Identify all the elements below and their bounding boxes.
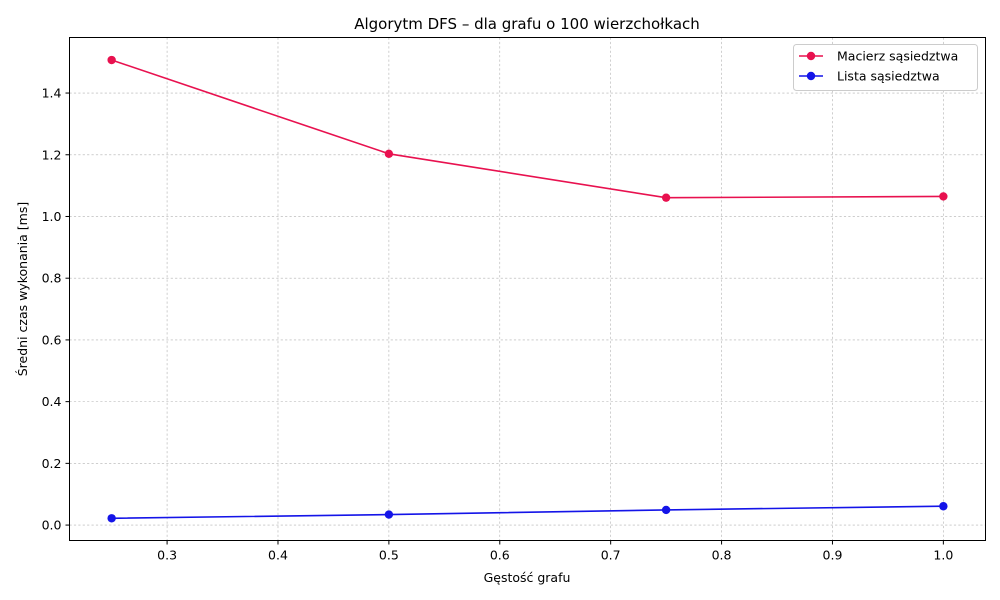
y-tick-label: 0.0 bbox=[42, 518, 62, 533]
x-tick-label: 0.9 bbox=[823, 548, 843, 563]
plot-frame bbox=[69, 37, 986, 541]
data-point bbox=[384, 149, 394, 159]
y-tick-label: 1.2 bbox=[42, 147, 62, 162]
x-tick-label: 0.3 bbox=[157, 548, 177, 563]
series-line bbox=[111, 505, 944, 520]
chart-title: Algorytm DFS – dla grafu o 100 wierzchoł… bbox=[354, 15, 700, 33]
data-point bbox=[661, 193, 671, 202]
x-axis-title: Gęstość grafu bbox=[484, 570, 571, 585]
series-layer bbox=[107, 55, 948, 523]
y-tick-label: 0.2 bbox=[42, 456, 62, 471]
grid bbox=[69, 37, 986, 541]
data-point bbox=[939, 192, 948, 201]
data-point bbox=[107, 514, 116, 523]
data-point bbox=[107, 55, 116, 65]
y-axis-ticks: 0.0 0.2 0.4 0.6 0.8 1.0 1.2 1.4 bbox=[42, 86, 70, 533]
data-point bbox=[939, 502, 948, 511]
x-tick-label: 0.6 bbox=[490, 548, 510, 563]
legend-marker bbox=[806, 71, 816, 81]
data-point bbox=[384, 510, 394, 519]
legend-label: Lista sąsiedztwa bbox=[837, 69, 940, 84]
x-tick-label: 0.5 bbox=[379, 548, 399, 563]
legend: Macierz sąsiedztwa Lista sąsiedztwa bbox=[793, 44, 978, 91]
legend-box bbox=[793, 44, 978, 91]
x-tick-label: 0.8 bbox=[712, 548, 732, 563]
y-tick-label: 1.4 bbox=[42, 86, 62, 101]
x-tick-label: 1.0 bbox=[933, 548, 953, 563]
x-tick-label: 0.7 bbox=[601, 548, 621, 563]
y-tick-label: 0.8 bbox=[42, 271, 62, 286]
y-tick-label: 0.6 bbox=[42, 332, 62, 347]
series-line bbox=[111, 59, 944, 199]
y-tick-label: 0.4 bbox=[42, 394, 62, 409]
x-axis-ticks: 0.3 0.4 0.5 0.6 0.7 0.8 0.9 1.0 bbox=[157, 540, 953, 563]
legend-label: Macierz sąsiedztwa bbox=[837, 49, 958, 64]
x-tick-label: 0.4 bbox=[268, 548, 288, 563]
y-tick-label: 1.0 bbox=[42, 209, 62, 224]
legend-marker bbox=[806, 51, 816, 61]
y-axis-title: Średni czas wykonania [ms] bbox=[15, 202, 30, 377]
data-point bbox=[661, 505, 671, 515]
